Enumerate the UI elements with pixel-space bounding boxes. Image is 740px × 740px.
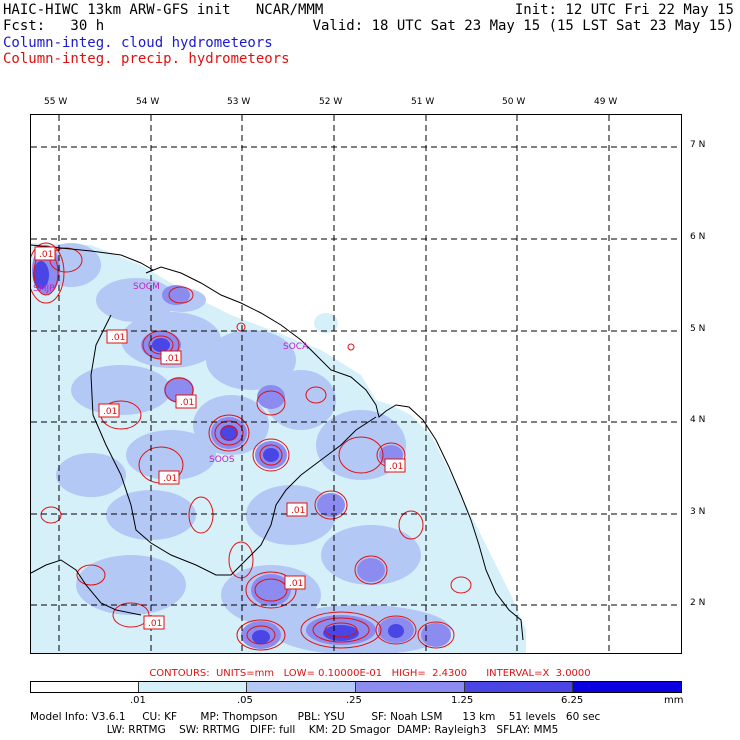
model-info-line2: LW: RRTMG SW: RRTMG DIFF: full KM: 2D Sm… (30, 724, 559, 736)
station-smjp: SMJP (33, 284, 55, 294)
colorbar-label-3: 1.25 (451, 695, 474, 706)
colorbar (30, 681, 682, 693)
header-forecast-hour: Fcst: 30 h (3, 18, 105, 34)
svg-text:.01: .01 (291, 506, 305, 516)
colorbar-swatch-0 (31, 682, 139, 692)
coastline (31, 244, 524, 641)
station-labels: SOCM SOCA SOOS SMJP (33, 282, 309, 465)
colorbar-swatch-3 (356, 682, 465, 692)
contour-label: .01 (143, 615, 165, 630)
svg-text:.01: .01 (289, 579, 303, 589)
colorbar-label-4: 6.25 (561, 695, 584, 706)
station-soca: SOCA (283, 342, 309, 352)
contour-label: .01 (284, 575, 306, 590)
lon-label-50w: 50 W (502, 97, 526, 107)
contour-label: .01 (160, 350, 182, 365)
cloud-shading-medium (41, 243, 451, 653)
contour-label: .01 (384, 458, 406, 473)
colorbar-label-1: .05 (237, 695, 253, 706)
colorbar-label-0: .01 (130, 695, 146, 706)
colorbar-swatch-2 (247, 682, 357, 692)
colorbar-label-2: .25 (346, 695, 362, 706)
colorbar-swatch-5 (573, 682, 682, 692)
colorbar-units: mm (664, 695, 684, 706)
colorbar-swatch-4 (464, 682, 574, 692)
cloud-shading-core (33, 261, 404, 644)
contour-label: .01 (34, 246, 56, 261)
svg-text:.01: .01 (180, 398, 194, 408)
lon-label-55w: 55 W (44, 97, 68, 107)
lat-label-4n: 4 N (690, 415, 706, 425)
lat-label-5n: 5 N (690, 324, 706, 334)
lat-label-6n: 6 N (690, 232, 706, 242)
precip-contours (31, 242, 472, 651)
model-info-line1: Model Info: V3.6.1 CU: KF MP: Thompson P… (30, 711, 601, 723)
header-title: HAIC-HIWC 13km ARW-GFS init NCAR/MMM (3, 2, 324, 18)
lat-label-3n: 3 N (690, 507, 706, 517)
legend-precip-hydrometeors: Column-integ. precip. hydrometeors (3, 51, 290, 67)
lon-label-51w: 51 W (411, 97, 435, 107)
station-socm: SOCM (133, 282, 160, 292)
header-valid-time: Valid: 18 UTC Sat 23 May 15 (15 LST Sat … (312, 18, 734, 34)
lon-label-52w: 52 W (319, 97, 343, 107)
map-panel: .01 .01 .01 .01 .01 .01 .01 .01 .01 .01 … (30, 114, 682, 654)
graticule (31, 115, 681, 653)
svg-text:.01: .01 (103, 407, 117, 417)
contour-label: .01 (175, 394, 197, 409)
contour-label: .01 (158, 470, 180, 485)
svg-text:.01: .01 (111, 333, 125, 343)
svg-text:.01: .01 (148, 619, 162, 629)
station-soos: SOOS (209, 455, 235, 465)
contours-info: CONTOURS: UNITS=mm LOW= 0.10000E-01 HIGH… (149, 668, 591, 679)
contour-label: .01 (286, 502, 308, 517)
svg-text:.01: .01 (39, 250, 53, 260)
lon-label-49w: 49 W (594, 97, 618, 107)
contour-label: .01 (106, 329, 128, 344)
svg-text:.01: .01 (163, 474, 177, 484)
header-init-time: Init: 12 UTC Fri 22 May 15 (514, 2, 734, 18)
lat-label-7n: 7 N (690, 140, 706, 150)
map-canvas: .01 .01 .01 .01 .01 .01 .01 .01 .01 .01 … (31, 115, 681, 653)
svg-text:.01: .01 (389, 462, 403, 472)
lat-label-2n: 2 N (690, 598, 706, 608)
legend-cloud-hydrometeors: Column-integ. cloud hydrometeors (3, 35, 273, 51)
contour-label: .01 (98, 403, 120, 418)
lon-label-53w: 53 W (227, 97, 251, 107)
svg-text:.01: .01 (165, 354, 179, 364)
lon-label-54w: 54 W (136, 97, 160, 107)
contour-labels: .01 .01 .01 .01 .01 .01 .01 .01 .01 .01 (34, 246, 406, 630)
colorbar-swatch-1 (138, 682, 248, 692)
